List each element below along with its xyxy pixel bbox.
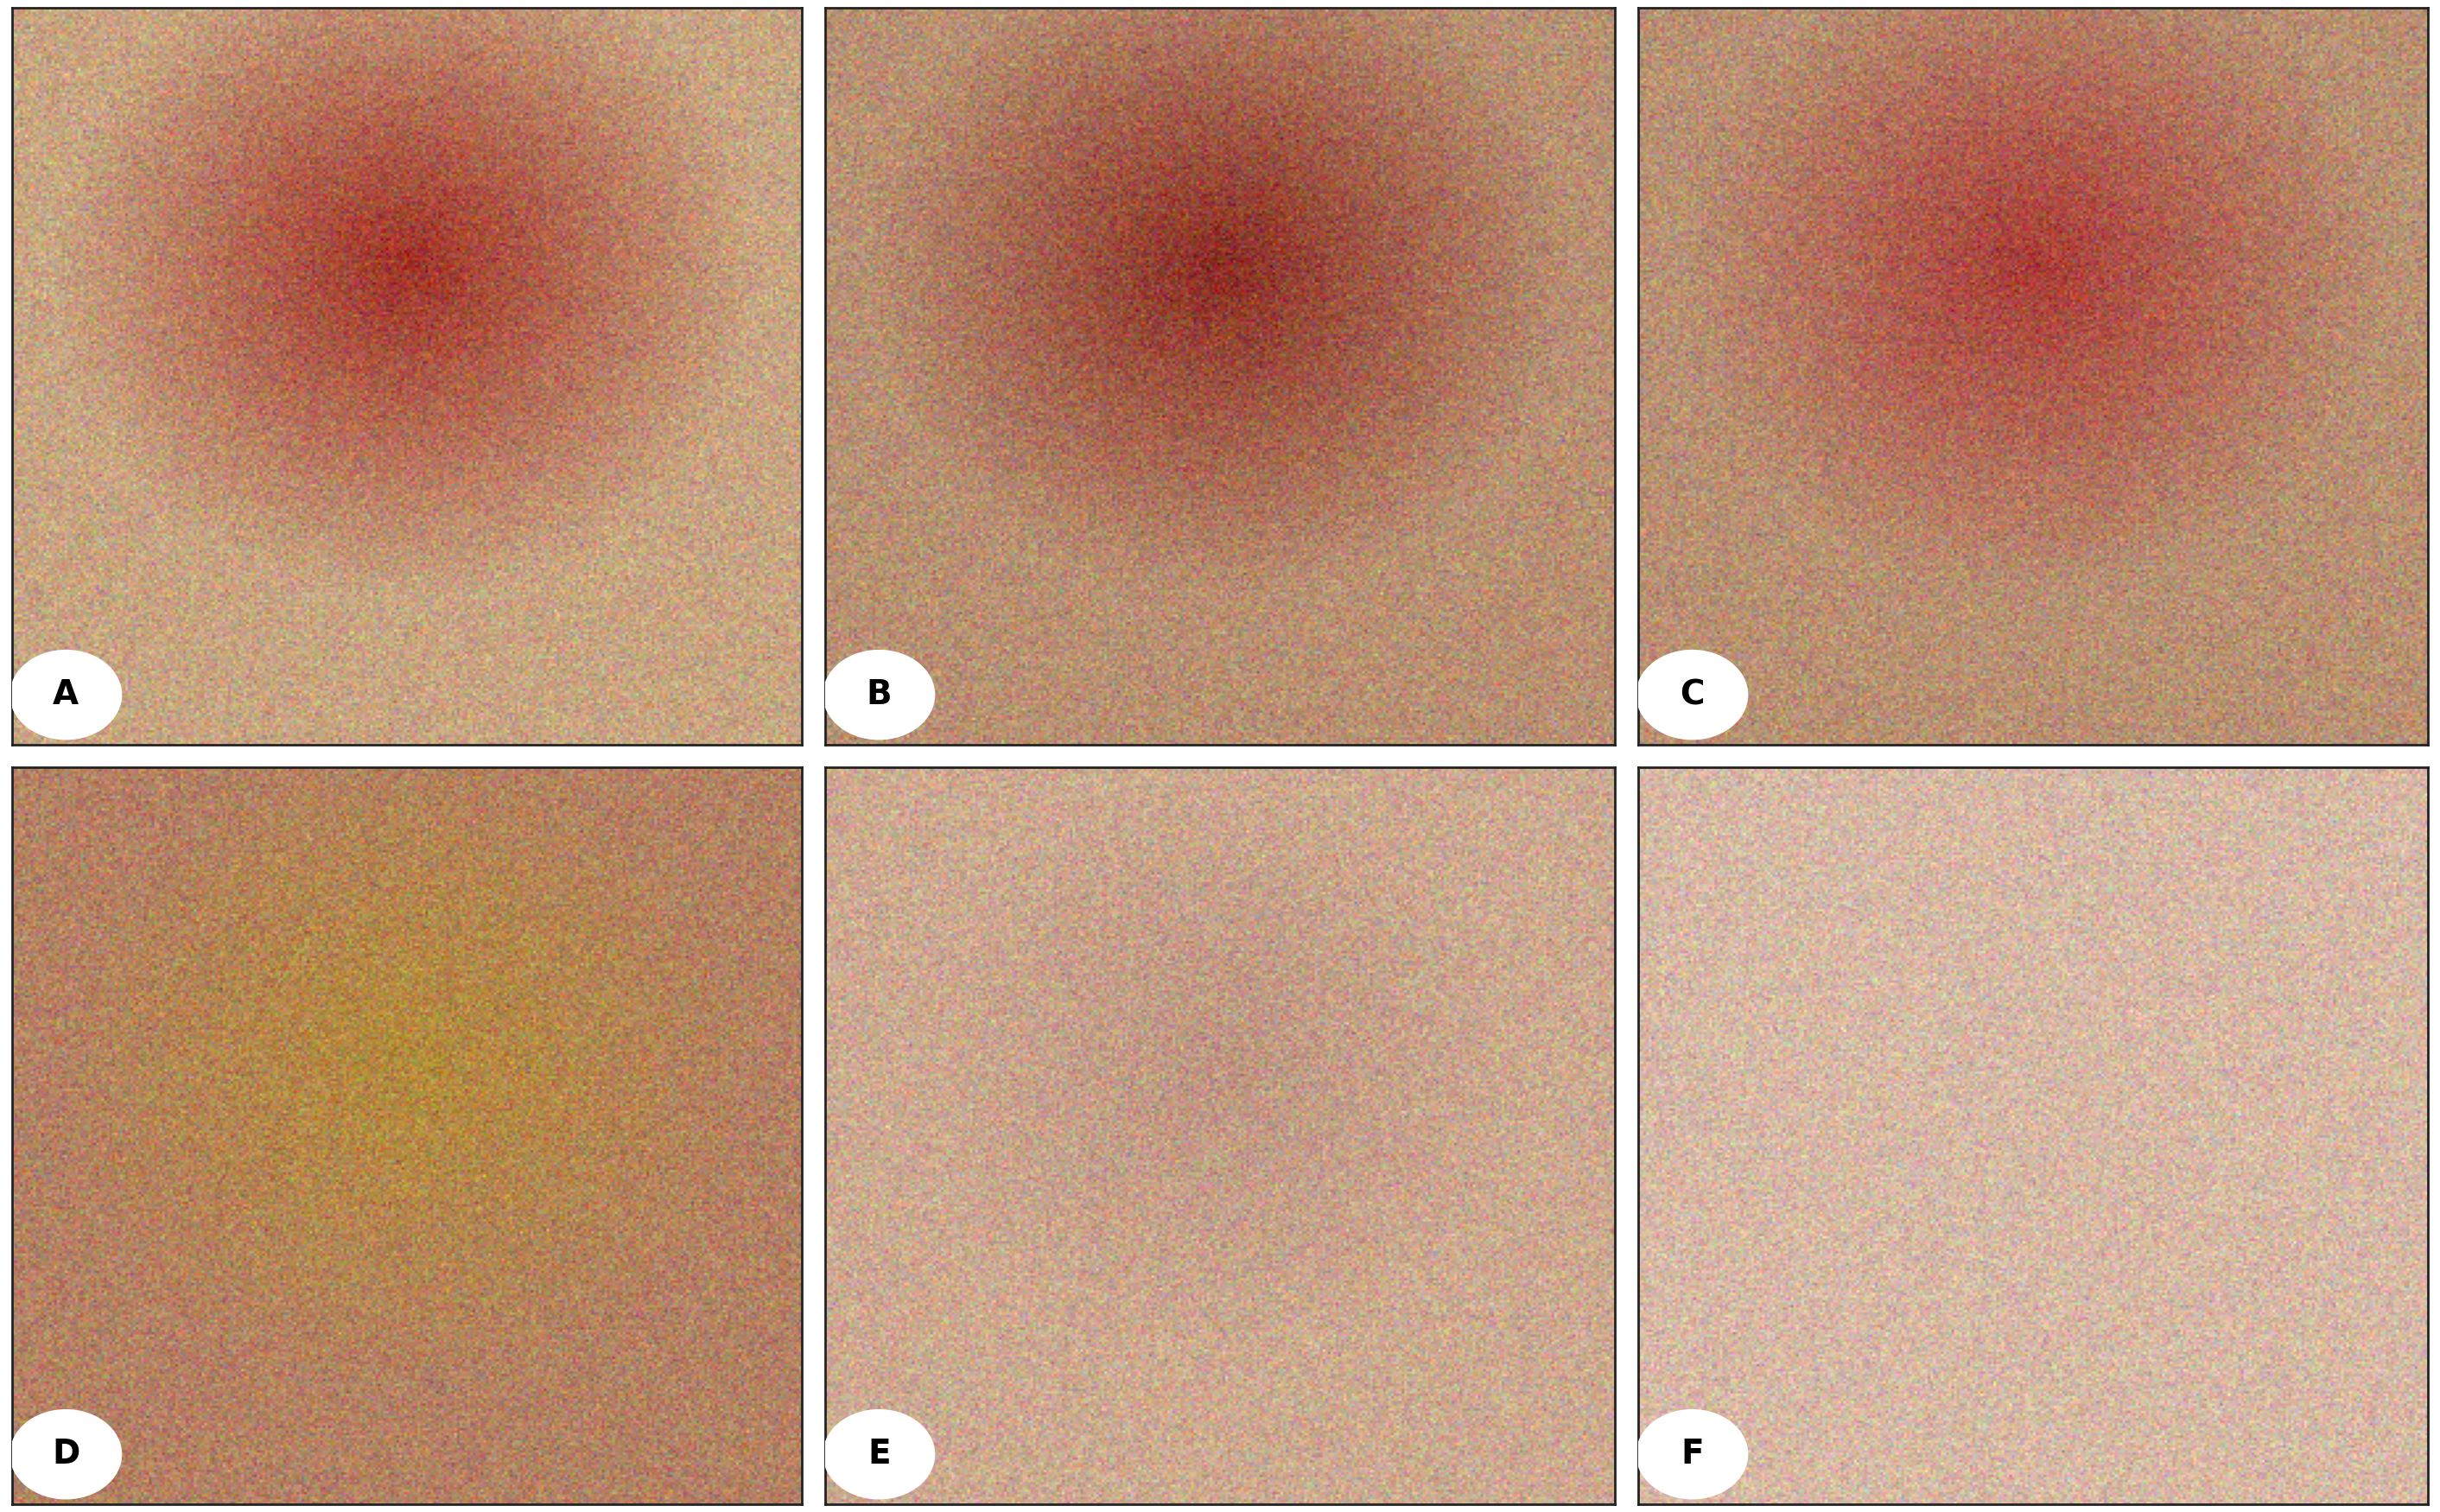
Ellipse shape (1637, 1411, 1747, 1498)
Ellipse shape (1637, 650, 1747, 739)
Text: E: E (869, 1438, 891, 1471)
Ellipse shape (10, 650, 122, 739)
Ellipse shape (10, 1411, 122, 1498)
Text: A: A (54, 679, 78, 711)
Text: C: C (1679, 679, 1706, 711)
Ellipse shape (825, 650, 935, 739)
Ellipse shape (825, 1411, 935, 1498)
Text: B: B (866, 679, 891, 711)
Text: F: F (1681, 1438, 1703, 1471)
Text: D: D (51, 1438, 81, 1471)
